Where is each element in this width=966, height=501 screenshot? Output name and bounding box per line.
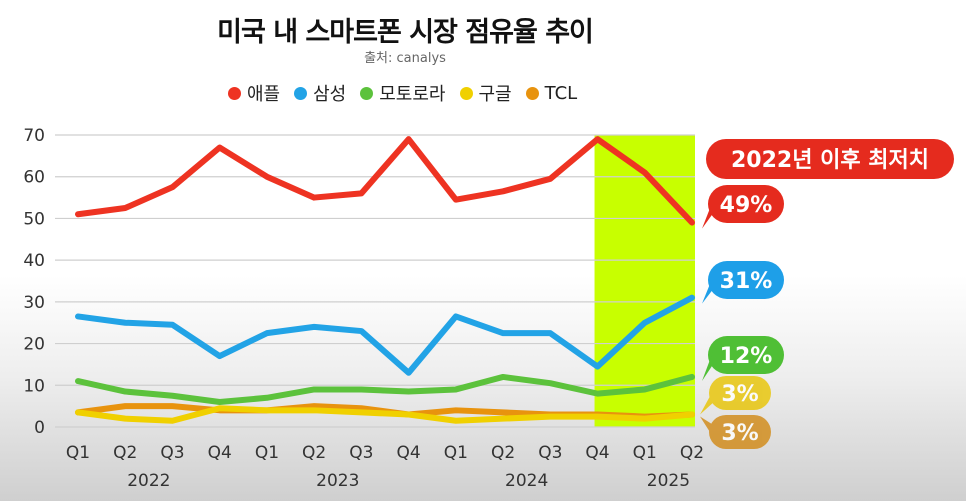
callout: 31% [702, 261, 784, 304]
legend-item: 모토로라 [360, 80, 446, 106]
callout: 2022년 이후 최저치 [706, 139, 954, 179]
callout-bubble [709, 376, 771, 410]
series-line [75, 373, 695, 405]
callout-pointer [702, 198, 714, 229]
callout-pointer [700, 387, 715, 415]
legend-marker [294, 86, 308, 100]
legend-marker [228, 86, 241, 100]
year-label: 2023 [316, 471, 359, 491]
callout: 3% [700, 415, 771, 449]
y-tick-label: 50 [23, 209, 45, 229]
x-tick-label: Q4 [397, 443, 421, 463]
callout-text: 2022년 이후 최저치 [731, 148, 929, 173]
legend-item: 구글 [459, 80, 512, 106]
callout-pointer [702, 274, 714, 304]
y-tick-label: 60 [23, 168, 45, 188]
x-tick-label: Q3 [349, 443, 373, 463]
y-tick-label: 0 [34, 418, 45, 438]
year-label: 2022 [127, 471, 170, 491]
y-tick-label: 70 [23, 126, 45, 146]
series-line [75, 136, 695, 226]
legend-label: 모토로라 [379, 84, 446, 105]
legend-label: 애플 [247, 84, 281, 105]
callout-pointer [702, 349, 714, 381]
callout-text: 49% [720, 193, 773, 218]
x-tick-label: Q4 [585, 443, 609, 463]
year-label: 2025 [647, 471, 690, 491]
x-tick-label: Q1 [255, 443, 279, 463]
y-tick-label: 10 [23, 376, 45, 396]
x-tick-label: Q1 [66, 443, 90, 463]
x-tick-label: Q1 [633, 443, 657, 463]
callout-text: 12% [720, 344, 773, 369]
x-tick-label: Q2 [113, 443, 137, 463]
series-line [75, 405, 695, 424]
year-label: 2024 [505, 471, 548, 491]
y-tick-label: 30 [23, 293, 45, 313]
legend-item: 삼성 [294, 80, 346, 106]
callout: 12% [702, 336, 784, 381]
legend-item: 애플 [228, 80, 280, 106]
x-tick-label: Q1 [444, 443, 468, 463]
callout-text: 3% [721, 382, 758, 407]
legend-marker [360, 86, 374, 100]
legend: 애플 삼성 모토로라 구글 TCL [228, 80, 577, 106]
callout-text: 31% [720, 269, 773, 294]
legend-marker [459, 86, 473, 100]
callout-bubble [709, 415, 771, 449]
series-line [75, 294, 695, 376]
x-tick-label: Q2 [302, 443, 326, 463]
callout-pointer [700, 416, 715, 440]
callout: 3% [700, 376, 771, 415]
chart-title: 미국 내 스마트폰 시장 점유율 추이 [217, 17, 594, 48]
callout-bubble [708, 261, 784, 299]
legend-marker [525, 86, 539, 100]
x-tick-label: Q3 [160, 443, 184, 463]
callout-bubble [706, 139, 954, 179]
legend-label: 삼성 [313, 84, 347, 105]
chart-source: 출처: canalys [364, 51, 446, 66]
x-tick-label: Q2 [680, 443, 704, 463]
callout: 49% [702, 185, 784, 229]
legend-label: TCL [544, 82, 578, 104]
y-tick-label: 40 [23, 251, 45, 271]
x-tick-label: Q3 [538, 443, 562, 463]
callout-bubble [708, 185, 784, 223]
callout-bubble [708, 336, 784, 374]
callout-text: 3% [721, 421, 758, 446]
x-tick-label: Q4 [208, 443, 232, 463]
legend-label: 구글 [478, 84, 512, 105]
y-tick-label: 20 [23, 335, 45, 355]
x-tick-label: Q2 [491, 443, 515, 463]
legend-item: TCL [525, 80, 578, 106]
